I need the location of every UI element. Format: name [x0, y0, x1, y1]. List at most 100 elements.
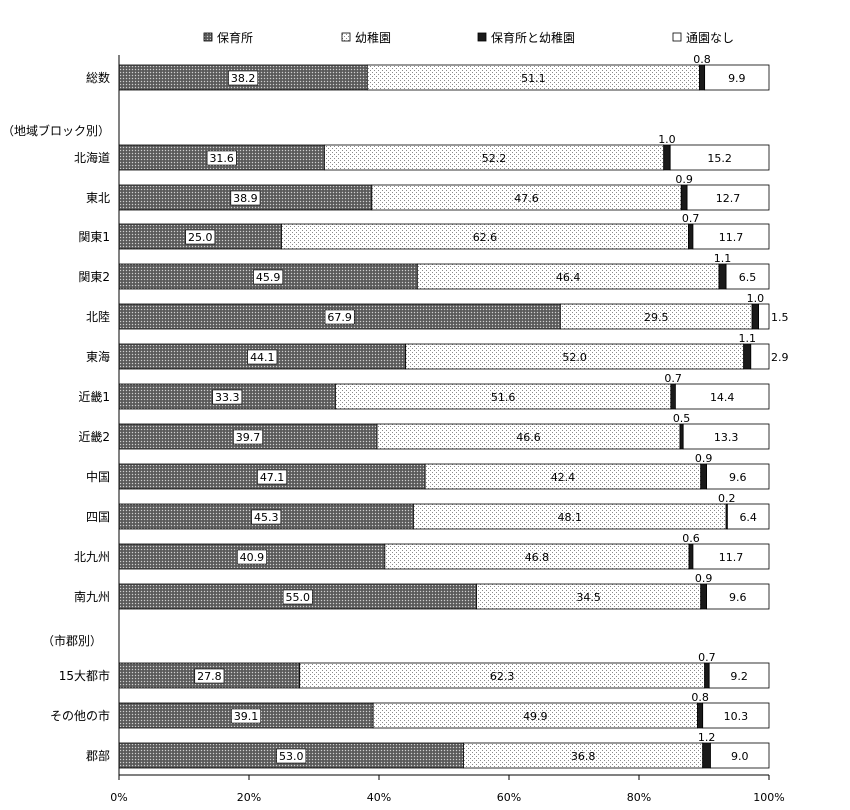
bar-segment-2	[688, 223, 694, 250]
value-label-box	[276, 748, 307, 764]
bar-segment-1	[413, 503, 727, 530]
value-label-box	[324, 309, 355, 325]
value-label-3: 12.7	[716, 192, 741, 205]
bar-segment-2	[680, 184, 688, 211]
value-label-0: 45.9	[256, 271, 281, 284]
value-label-box	[251, 509, 282, 525]
value-label-2: 0.7	[698, 651, 716, 664]
bar-segment-3	[704, 64, 770, 91]
bar-segment-2	[679, 423, 684, 450]
bar-segment-1	[559, 303, 753, 330]
bar-segment-1	[323, 144, 665, 171]
legend-label-0: 保育所	[217, 30, 253, 45]
bar-segment-1	[335, 383, 672, 410]
bar-segment-3	[682, 423, 770, 450]
bar-row-15: 郡部 53.0 36.8 1.2 9.0	[86, 731, 770, 769]
legend-swatch-1	[341, 32, 351, 42]
bar-segment-1	[424, 463, 702, 490]
value-label-2: 0.8	[691, 691, 709, 704]
legend: 保育所 幼稚園 保育所と幼稚園 通園なし	[203, 30, 734, 45]
value-label-2: 0.9	[695, 572, 713, 585]
bar-segment-2	[663, 144, 671, 171]
value-label-1: 46.8	[525, 551, 550, 564]
value-label-3: 10.3	[724, 710, 749, 723]
value-label-3: 9.9	[728, 72, 746, 85]
category-label: 東海	[86, 349, 110, 364]
bar-row-8: 近畿2 39.7 46.6 0.5 13.3	[78, 412, 770, 450]
bar-row-3: 関東1 25.0 62.6 0.7 11.7	[78, 212, 770, 250]
value-label-box	[231, 708, 261, 724]
value-label-3: 11.7	[719, 231, 744, 244]
x-tick-label: 100%	[753, 791, 784, 804]
bar-row-14: その他の市 39.1 49.9 0.8 10.3	[50, 691, 770, 729]
section-labels: （地域ブロック別） （市郡別）	[2, 123, 110, 648]
value-label-2: 0.2	[718, 492, 736, 505]
category-label: 南九州	[74, 589, 110, 604]
value-label-0: 53.0	[279, 750, 304, 763]
bar-segment-3	[706, 583, 770, 610]
value-label-1: 52.2	[482, 152, 507, 165]
category-label: 東北	[86, 191, 110, 205]
bar-segment-3	[692, 223, 770, 250]
value-label-3: 9.0	[731, 750, 749, 763]
value-label-0: 39.1	[234, 710, 259, 723]
value-label-3: 11.7	[719, 551, 744, 564]
value-label-3: 6.5	[739, 271, 757, 284]
bar-segment-3	[686, 184, 770, 211]
value-label-box	[230, 190, 261, 206]
category-label: 中国	[86, 469, 110, 484]
legend-swatch-2	[477, 32, 487, 42]
value-label-2: 1.0	[747, 292, 765, 305]
value-label-box	[253, 269, 284, 285]
value-label-2: 0.5	[673, 412, 691, 425]
x-tick-label: 40%	[367, 791, 391, 804]
value-label-box	[237, 549, 267, 565]
bar-segment-2	[702, 742, 711, 769]
bar-segment-1	[299, 662, 706, 689]
category-label: 15大都市	[59, 668, 110, 683]
bar-segment-2	[704, 662, 710, 689]
value-label-0: 33.3	[215, 391, 240, 404]
bar-segment-1	[371, 184, 682, 211]
category-label: 総数	[86, 70, 110, 85]
value-label-3: 2.9	[771, 351, 789, 364]
bar-segment-2	[751, 303, 759, 330]
bar-segment-2	[718, 263, 727, 290]
value-label-3: 14.4	[710, 391, 735, 404]
x-tick-label: 80%	[627, 791, 651, 804]
category-label: 四国	[86, 510, 110, 524]
category-label: その他の市	[50, 708, 110, 723]
bar-segment-3	[710, 742, 770, 769]
value-label-3: 9.6	[729, 471, 747, 484]
value-label-box	[212, 389, 243, 405]
value-label-2: 0.9	[675, 173, 693, 186]
value-label-2: 1.1	[714, 252, 732, 265]
value-label-1: 46.6	[516, 431, 541, 444]
category-label: 北陸	[86, 310, 110, 324]
value-label-2: 0.7	[664, 372, 682, 385]
category-label: 関東1	[78, 230, 110, 244]
value-label-1: 48.1	[558, 511, 583, 524]
bar-segment-3	[669, 144, 770, 171]
value-label-box	[228, 70, 259, 86]
bar-segment-2	[743, 343, 752, 370]
value-label-box	[233, 429, 263, 445]
x-tick-label: 60%	[497, 791, 521, 804]
legend-label-2: 保育所と幼稚園	[491, 30, 575, 45]
bar-row-10: 四国 45.3 48.1 0.26.4	[86, 492, 770, 530]
value-label-2: 1.2	[698, 731, 716, 744]
category-label: 関東2	[78, 270, 110, 284]
bar-segment-3	[706, 463, 770, 490]
bar-rows: 総数 38.2 51.1 0.8 9.9 北海道 31.6 52.2 1.0 15.2 東北 38.9…	[50, 53, 789, 769]
bar-row-4: 関東2 45.9 46.4 1.1 6.5	[78, 252, 770, 290]
bar-segment-3	[727, 503, 770, 530]
value-label-1: 34.5	[576, 591, 601, 604]
value-label-2: 0.9	[695, 452, 713, 465]
bar-segment-1	[281, 223, 689, 250]
value-label-3: 13.3	[714, 431, 739, 444]
value-label-1: 51.6	[491, 391, 516, 404]
value-label-box	[194, 668, 225, 684]
value-label-0: 39.7	[236, 431, 261, 444]
value-label-1: 51.1	[521, 72, 546, 85]
